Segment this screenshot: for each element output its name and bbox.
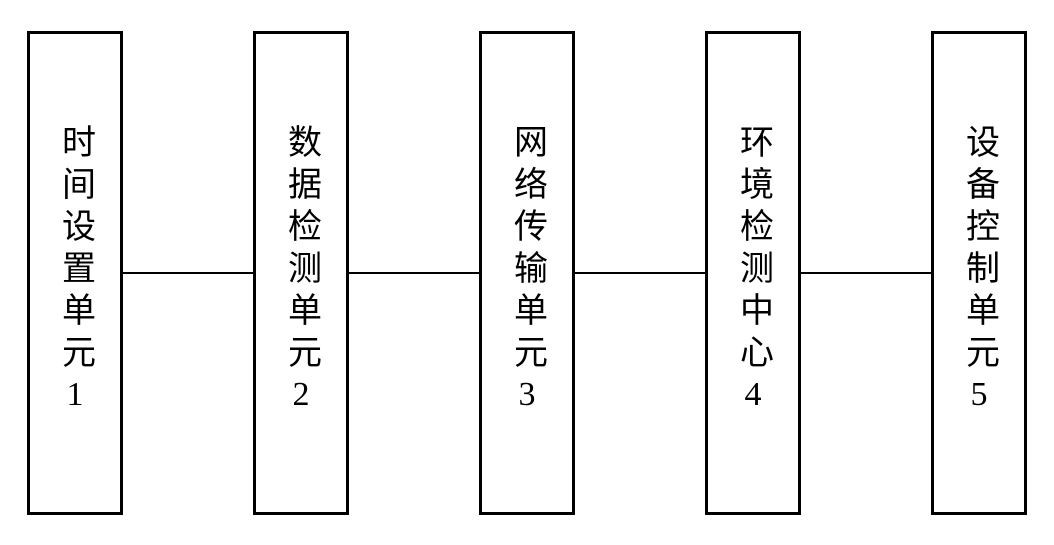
edge-1-2: [123, 272, 253, 274]
edge-3-4: [575, 272, 705, 274]
node-label: 时间设置单元1: [51, 124, 100, 421]
node-label: 网络传输单元3: [503, 124, 552, 421]
flowchart-diagram: 时间设置单元1 数据检测单元2 网络传输单元3 环境检测中心4 设备控制单元5: [27, 31, 1027, 515]
node-data-detection-unit: 数据检测单元2: [253, 31, 349, 515]
edge-4-5: [801, 272, 931, 274]
edge-2-3: [349, 272, 479, 274]
node-environment-detection-center: 环境检测中心4: [705, 31, 801, 515]
node-label: 环境检测中心4: [729, 124, 778, 421]
node-label: 数据检测单元2: [277, 124, 326, 421]
node-label: 设备控制单元5: [955, 124, 1004, 421]
node-device-control-unit: 设备控制单元5: [931, 31, 1027, 515]
node-time-setting-unit: 时间设置单元1: [27, 31, 123, 515]
node-network-transmission-unit: 网络传输单元3: [479, 31, 575, 515]
